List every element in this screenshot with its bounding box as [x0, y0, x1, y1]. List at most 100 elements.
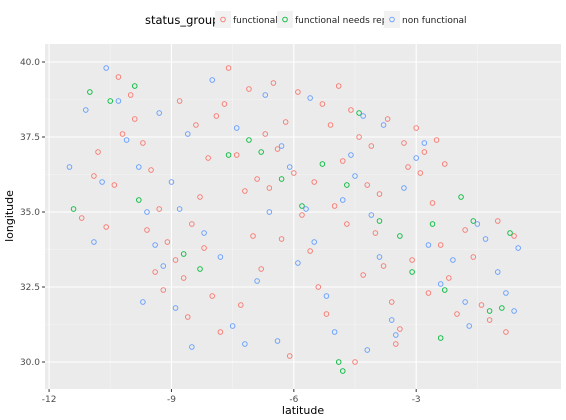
- point-functional: [405, 164, 411, 170]
- point-functional: [441, 161, 448, 167]
- point-non-functional: [425, 242, 432, 248]
- point-functional: [446, 275, 452, 281]
- point-non-functional: [123, 137, 130, 143]
- point-functional: [274, 146, 281, 152]
- point-functional-needs-repair: [437, 335, 444, 341]
- point-non-functional: [274, 338, 281, 344]
- point-non-functional: [295, 260, 301, 266]
- point-functional: [115, 74, 122, 80]
- point-functional-needs-repair: [486, 308, 493, 314]
- legend-title: status_group: [145, 13, 220, 27]
- point-non-functional: [482, 236, 489, 242]
- point-non-functional: [401, 185, 407, 191]
- point-functional: [152, 269, 158, 275]
- point-functional-needs-repair: [225, 152, 232, 158]
- point-non-functional: [380, 122, 387, 128]
- point-functional: [340, 158, 346, 164]
- point-functional: [176, 98, 183, 104]
- point-functional: [266, 185, 273, 191]
- point-functional: [433, 137, 440, 143]
- point-functional: [148, 167, 154, 173]
- point-functional: [254, 176, 260, 182]
- point-functional-needs-repair: [409, 269, 415, 275]
- point-functional: [238, 302, 244, 308]
- point-functional: [388, 299, 395, 305]
- point-functional: [352, 359, 358, 365]
- point-non-functional: [340, 197, 346, 203]
- point-non-functional: [307, 95, 313, 101]
- x-axis-title: latitude: [282, 404, 324, 417]
- point-functional: [421, 149, 428, 155]
- point-functional-needs-repair: [376, 218, 383, 224]
- point-non-functional: [136, 164, 142, 170]
- point-functional: [323, 311, 330, 317]
- point-non-functional: [254, 278, 260, 284]
- point-non-functional: [201, 230, 207, 236]
- point-functional: [164, 239, 171, 245]
- point-non-functional: [368, 212, 375, 218]
- point-functional: [189, 221, 195, 227]
- minor-gridlines: [45, 44, 561, 389]
- point-non-functional: [450, 257, 456, 263]
- point-functional-needs-repair: [246, 137, 252, 143]
- point-non-functional: [66, 164, 73, 170]
- point-functional-needs-repair: [180, 251, 187, 257]
- point-functional-needs-repair: [356, 110, 362, 116]
- point-functional: [331, 203, 338, 209]
- point-functional: [262, 131, 269, 137]
- point-non-functional: [462, 299, 468, 305]
- y-axis-ticks: 30.0 32.5 35.0 37.5 40.0: [20, 58, 45, 368]
- point-functional-needs-repair: [278, 176, 285, 182]
- point-functional: [311, 179, 317, 185]
- legend-item-functional: functional: [215, 11, 278, 28]
- point-functional: [270, 80, 277, 86]
- point-functional: [368, 143, 375, 149]
- point-functional: [511, 233, 517, 239]
- point-non-functional: [229, 323, 236, 329]
- point-functional: [356, 134, 362, 140]
- point-non-functional: [140, 299, 146, 305]
- point-functional: [91, 173, 97, 179]
- point-functional: [246, 86, 252, 92]
- legend-label: functional: [233, 16, 278, 26]
- point-functional: [221, 101, 228, 107]
- x-axis-ticks: -12 -9 -6 -3: [42, 389, 421, 405]
- point-non-functional: [388, 317, 395, 323]
- point-non-functional: [311, 239, 317, 245]
- point-non-functional: [103, 65, 109, 71]
- point-non-functional: [364, 347, 370, 353]
- point-functional: [201, 245, 207, 251]
- point-functional: [78, 215, 85, 221]
- y-tick-label: 35.0: [20, 208, 40, 218]
- point-functional: [437, 242, 444, 248]
- point-functional: [486, 317, 493, 323]
- legend-label: functional needs repair: [295, 16, 399, 26]
- point-functional: [242, 188, 248, 194]
- point-functional: [197, 194, 203, 200]
- legend-key-symbol: [282, 16, 288, 23]
- point-functional: [364, 182, 370, 188]
- x-tick-label: -6: [289, 395, 298, 405]
- point-non-functional: [156, 110, 162, 116]
- point-non-functional: [348, 152, 354, 158]
- point-functional: [172, 257, 179, 263]
- point-functional-needs-repair: [319, 161, 326, 167]
- x-tick-label: -9: [167, 395, 176, 405]
- point-functional: [372, 230, 379, 236]
- point-functional-needs-repair: [340, 368, 346, 374]
- point-functional: [144, 227, 150, 233]
- point-functional: [299, 212, 305, 218]
- point-non-functional: [331, 329, 338, 335]
- point-functional: [156, 206, 162, 212]
- point-non-functional: [413, 155, 419, 161]
- point-non-functional: [217, 254, 224, 260]
- point-functional-needs-repair: [499, 305, 505, 311]
- point-non-functional: [83, 107, 89, 113]
- point-non-functional: [99, 179, 105, 185]
- point-functional-needs-repair: [87, 89, 93, 95]
- legend-item-functional-needs-repair: functional needs repair: [277, 11, 399, 28]
- point-functional-needs-repair: [458, 194, 464, 200]
- point-non-functional: [160, 263, 167, 269]
- point-non-functional: [91, 239, 97, 245]
